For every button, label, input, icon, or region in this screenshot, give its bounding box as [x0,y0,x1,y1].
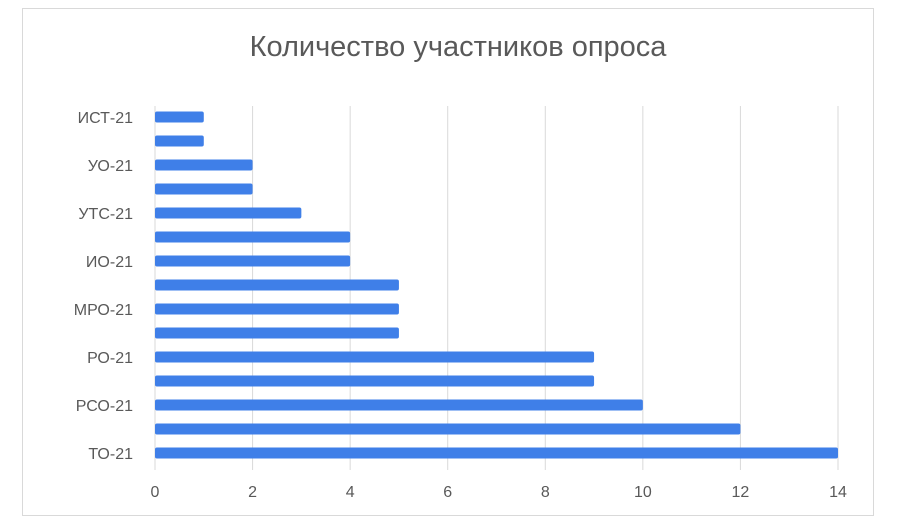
y-tick-label-9: МРО-21 [74,302,133,319]
y-tick-label-15: ТО-21 [88,446,133,463]
y-tick-label-5: УТС-21 [78,206,133,223]
bar-8 [155,279,399,291]
bar-10 [155,327,399,339]
y-tick-label-1: ИСТ-21 [78,110,134,127]
bar-1 [155,111,204,123]
bar-6 [155,231,351,243]
chart-title: Количество участников опроса [250,31,668,63]
bar-4 [155,183,253,195]
bar-11 [155,351,595,363]
bar-layer [155,111,838,459]
x-tick-label-0: 0 [151,484,160,501]
bar-12 [155,375,595,387]
category-axis: ИСТ-21 УО-21 УТС-21 ИО-21 МРО-21 РО-21 РСО-21 Т… [74,110,133,463]
x-tick-label-2: 2 [248,484,257,501]
x-tick-label-6: 6 [443,484,452,501]
y-tick-label-3: УО-21 [88,158,133,175]
bar-13 [155,399,643,411]
x-tick-label-4: 4 [346,484,355,501]
bar-3 [155,159,253,171]
x-tick-label-8: 8 [541,484,550,501]
y-tick-label-7: ИО-21 [86,254,133,271]
x-tick-label-10: 10 [634,484,652,501]
y-tick-label-13: РСО-21 [76,398,133,415]
bar-14 [155,423,741,435]
bar-15 [155,447,838,459]
value-axis: 0 2 4 6 8 10 12 14 [151,484,847,501]
bar-7 [155,255,351,267]
bar-2 [155,135,204,147]
x-tick-label-12: 12 [732,484,750,501]
bar-9 [155,303,399,315]
bar-5 [155,207,302,219]
x-tick-label-14: 14 [829,484,847,501]
y-tick-label-11: РО-21 [87,350,133,367]
